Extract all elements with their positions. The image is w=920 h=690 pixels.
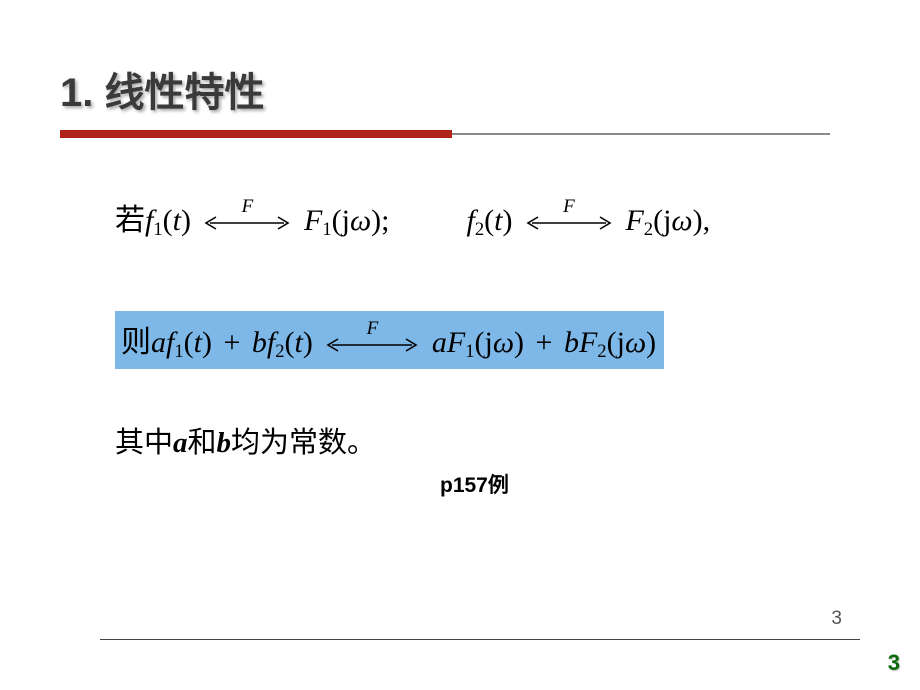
- eq1-prefix: 若: [115, 204, 145, 237]
- note-b: b: [217, 427, 232, 459]
- eq2-open1: (: [184, 326, 194, 359]
- title-underline: [60, 130, 830, 140]
- eq1-open3: (: [484, 204, 494, 237]
- eq2-b1: b: [252, 326, 267, 359]
- eq1-t1: t: [173, 204, 181, 237]
- eq2-t2: t: [295, 326, 303, 359]
- double-arrow-icon: F: [524, 216, 614, 230]
- eq2-open2: (: [285, 326, 295, 359]
- eq2-t1: t: [194, 326, 202, 359]
- eq2-a2: a: [432, 326, 447, 359]
- eq2-F2-sub: 2: [597, 341, 606, 362]
- arrow-label-2: F: [524, 196, 614, 218]
- equation-1: 若f1(t) F F1(jω); f2(t) F F2(jω),: [115, 195, 860, 241]
- eq1-F1-open: (: [332, 204, 342, 237]
- eq2-a1: a: [151, 326, 166, 359]
- eq2-open4: (: [607, 326, 617, 359]
- eq1-F1: F: [304, 204, 322, 237]
- eq1-f2-sub: 2: [475, 219, 484, 240]
- eq1-omega2: ω: [671, 204, 692, 237]
- note-pre: 其中: [115, 427, 173, 459]
- eq1-F2: F: [625, 204, 643, 237]
- arrow-label-3: F: [324, 318, 420, 340]
- eq1-f1-sub: 1: [153, 219, 162, 240]
- eq2-close3: ): [514, 326, 524, 359]
- eq1-close3: ): [502, 204, 512, 237]
- eq2-f1-sub: 1: [174, 341, 183, 362]
- eq2-close4: ): [646, 326, 656, 359]
- eq1-F2-open: (: [653, 204, 663, 237]
- page-number-inner: 3: [831, 608, 842, 630]
- title-text: 线性特性: [104, 71, 264, 115]
- eq2-close1: ): [202, 326, 212, 359]
- eq2-close2: ): [303, 326, 313, 359]
- eq1-open1: (: [163, 204, 173, 237]
- eq2-open3: (: [475, 326, 485, 359]
- note-a: a: [173, 427, 188, 459]
- double-arrow-icon: F: [324, 338, 420, 352]
- eq1-f2: f: [466, 204, 474, 237]
- eq1-omega1: ω: [350, 204, 371, 237]
- eq2-omega1: ω: [493, 326, 514, 359]
- page-number-outer: 3: [888, 650, 900, 676]
- eq1-close4: ),: [693, 204, 711, 237]
- double-arrow-icon: F: [202, 216, 292, 230]
- eq1-close1: ): [181, 204, 191, 237]
- title-number: 1.: [60, 71, 93, 115]
- reference-text: p157例: [440, 469, 860, 499]
- eq1-F2-sub: 2: [644, 219, 653, 240]
- note-mid: 和: [188, 427, 217, 459]
- underline-red: [60, 130, 452, 138]
- eq2-f2-sub: 2: [275, 341, 284, 362]
- eq2-F1-sub: 1: [465, 341, 474, 362]
- eq2-plus2: +: [532, 326, 557, 359]
- eq2-omega2: ω: [625, 326, 646, 359]
- eq1-close2: );: [371, 204, 389, 237]
- eq2-f2: f: [267, 326, 275, 359]
- eq1-j1: j: [342, 204, 350, 237]
- note-text: 其中a和b均为常数。: [115, 419, 860, 461]
- eq1-F1-sub: 1: [322, 219, 331, 240]
- underline-gray: [452, 133, 830, 135]
- eq2-F1: F: [447, 326, 465, 359]
- eq2-j1: j: [485, 326, 493, 359]
- eq2-b2: b: [564, 326, 579, 359]
- eq2-prefix: 则: [121, 326, 151, 359]
- slide: 1. 线性特性 若f1(t) F F1(jω); f2(t) F F2(jω),…: [0, 0, 920, 690]
- slide-title: 1. 线性特性: [60, 60, 860, 118]
- arrow-label-1: F: [202, 196, 292, 218]
- eq2-plus1: +: [219, 326, 244, 359]
- equation-2: 则af1(t) + bf2(t) F aF1(jω) + bF2(jω): [115, 311, 860, 369]
- footer-line: [100, 639, 860, 640]
- eq2-j2: j: [617, 326, 625, 359]
- eq2-F2: F: [579, 326, 597, 359]
- highlight-box: 则af1(t) + bf2(t) F aF1(jω) + bF2(jω): [115, 311, 664, 369]
- note-post: 均为常数。: [231, 427, 376, 459]
